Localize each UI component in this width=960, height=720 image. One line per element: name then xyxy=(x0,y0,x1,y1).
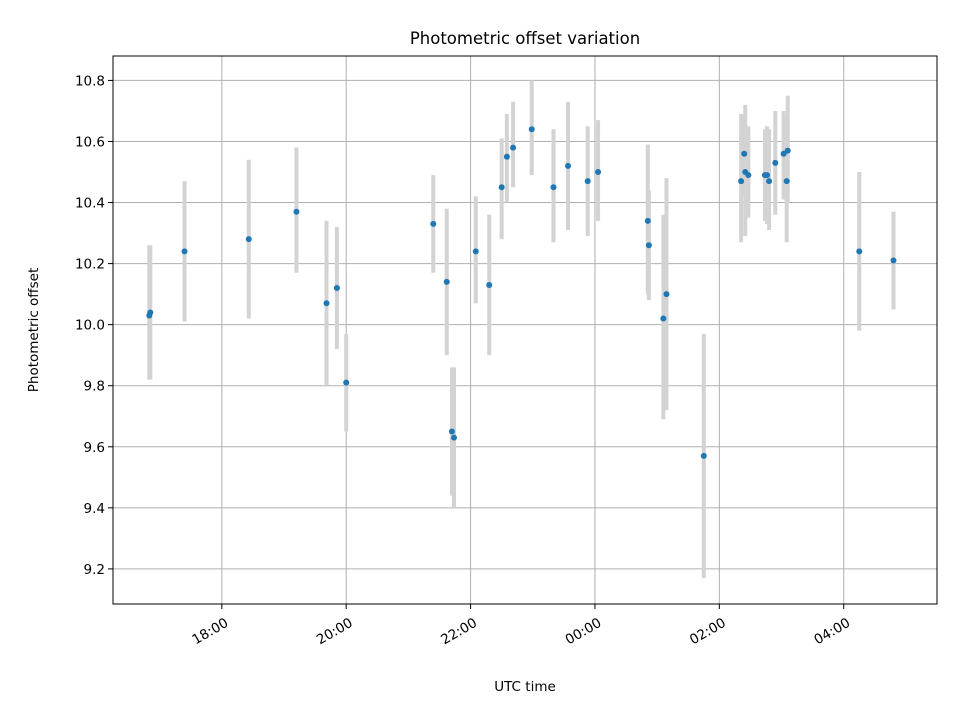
data-point xyxy=(856,248,863,255)
data-point xyxy=(766,178,773,185)
y-tick-label: 9.4 xyxy=(84,501,105,517)
data-point xyxy=(700,452,707,459)
data-point xyxy=(784,147,791,154)
data-point xyxy=(343,379,350,386)
data-point xyxy=(293,208,300,215)
chart-title: Photometric offset variation xyxy=(410,29,640,48)
data-point xyxy=(486,281,493,288)
x-tick-label: 02:00 xyxy=(687,615,729,648)
data-point xyxy=(323,300,330,307)
x-tick-label: 00:00 xyxy=(563,615,605,648)
y-tick-label: 10.4 xyxy=(75,196,105,212)
data-point xyxy=(448,428,455,435)
data-point xyxy=(498,184,505,191)
data-point xyxy=(510,144,517,151)
data-point xyxy=(528,126,535,133)
data-point xyxy=(550,184,557,191)
data-point xyxy=(663,291,670,298)
data-point xyxy=(430,220,437,227)
data-point xyxy=(741,150,748,157)
grid-lines xyxy=(113,56,937,604)
data-point xyxy=(780,150,787,157)
y-tick-label: 9.6 xyxy=(84,440,105,456)
data-point xyxy=(764,172,771,179)
y-axis-label: Photometric offset xyxy=(26,268,42,392)
data-point xyxy=(245,236,252,243)
data-point xyxy=(443,278,450,285)
data-point xyxy=(890,257,897,264)
y-tick-label: 10.6 xyxy=(75,134,105,150)
data-point xyxy=(644,217,651,224)
data-point xyxy=(595,169,602,176)
y-tick-label: 9.2 xyxy=(84,562,105,578)
x-tick-label: 22:00 xyxy=(438,615,480,648)
x-axis-label: UTC time xyxy=(494,679,556,695)
data-point xyxy=(645,242,652,249)
data-point xyxy=(745,172,752,179)
y-axis-ticks: 9.2 9.4 9.6 9.8 10.0 10.2 10.4 10.6 10.8 xyxy=(75,73,113,578)
data-point xyxy=(565,162,572,169)
x-tick-label: 18:00 xyxy=(190,615,232,648)
data-point xyxy=(181,248,188,255)
data-point xyxy=(503,153,510,160)
data-point xyxy=(333,285,340,292)
data-point xyxy=(451,434,458,441)
data-point xyxy=(147,309,154,316)
data-points xyxy=(146,126,897,459)
y-tick-label: 10.8 xyxy=(75,73,105,89)
data-point xyxy=(772,159,779,166)
y-tick-label: 10.0 xyxy=(75,318,105,334)
data-point xyxy=(584,178,591,185)
x-tick-label: 20:00 xyxy=(314,615,356,648)
plot-frame xyxy=(112,55,938,605)
data-point xyxy=(738,178,745,185)
y-tick-label: 9.8 xyxy=(84,379,105,395)
y-tick-label: 10.2 xyxy=(75,257,105,273)
data-point xyxy=(783,178,790,185)
data-point xyxy=(472,248,479,255)
x-axis-ticks: 18:00 20:00 22:00 00:00 02:00 04:00 xyxy=(190,604,853,648)
data-point xyxy=(660,315,667,322)
x-tick-label: 04:00 xyxy=(811,615,853,648)
